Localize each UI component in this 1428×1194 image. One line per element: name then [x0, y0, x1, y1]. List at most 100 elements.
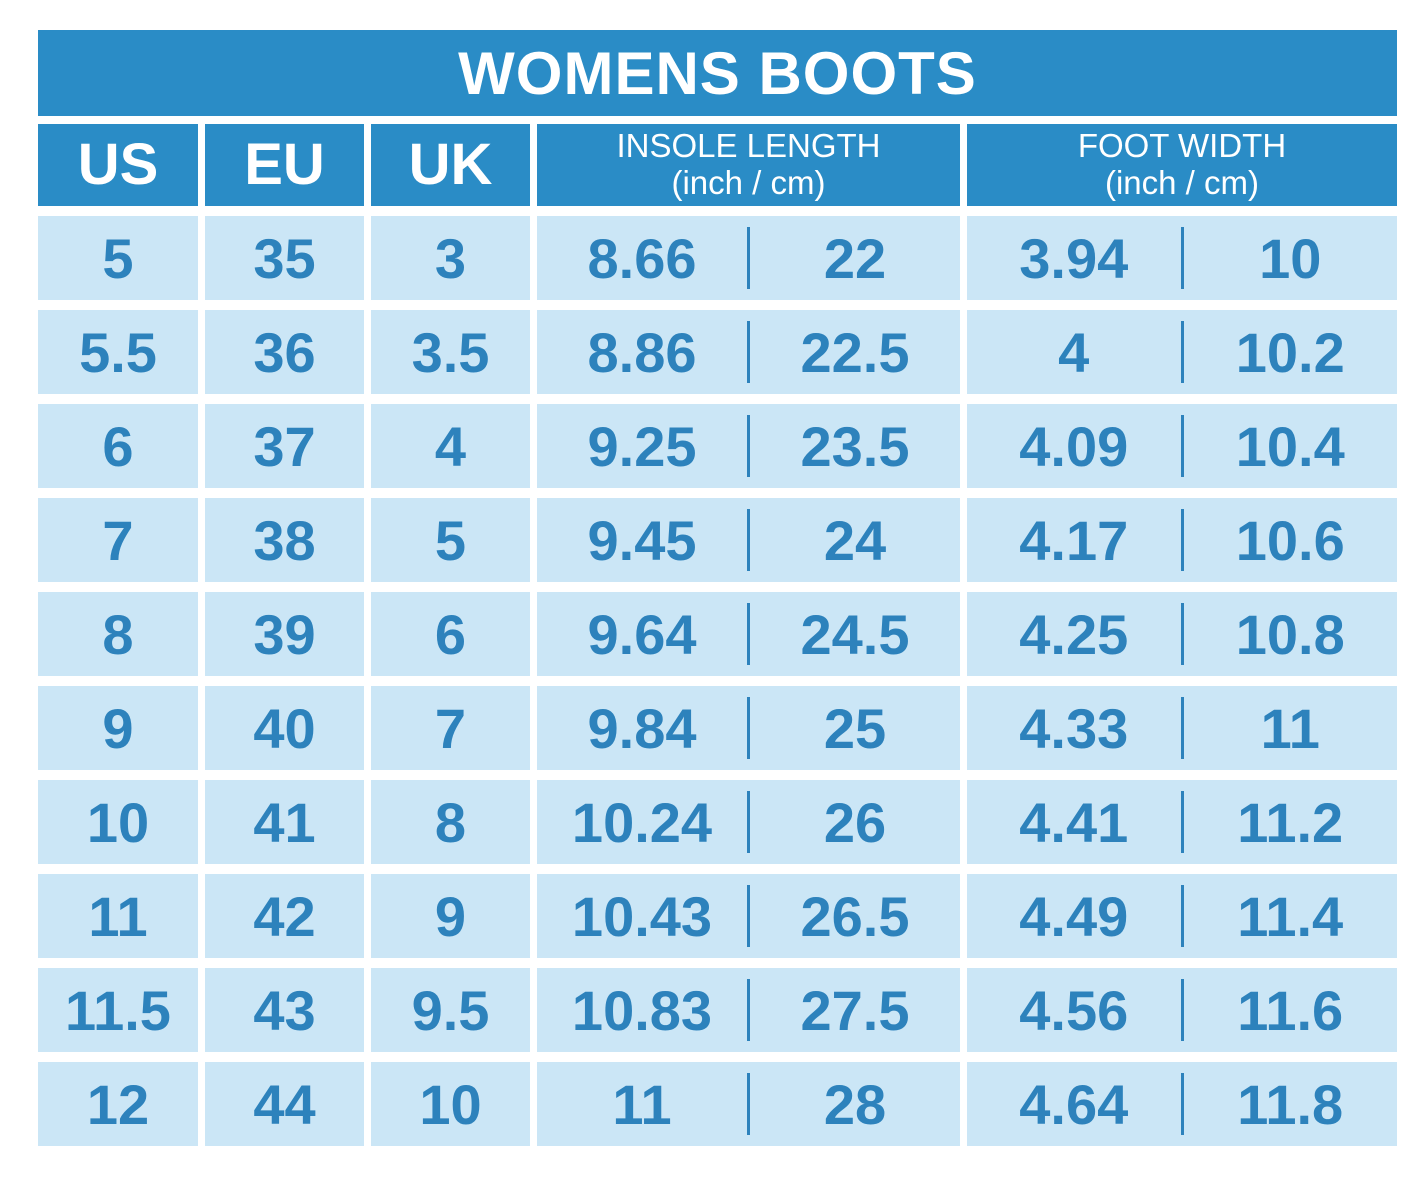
- divider-line: [1180, 885, 1184, 947]
- eu-size-value: 44: [205, 1062, 364, 1146]
- eu-size-value: 40: [205, 686, 364, 770]
- insole-inch-value: 9.84: [587, 696, 697, 760]
- us-size-value: 7: [38, 498, 198, 582]
- foot-width-cell: 3.94 10: [967, 216, 1397, 300]
- divider-line: [1180, 697, 1184, 759]
- divider-line: [747, 791, 750, 853]
- foot-width-cell: 4.41 11.2: [967, 780, 1397, 864]
- table-row: 7 38 5 9.45 24 4.17 10.6: [38, 498, 1397, 582]
- divider-line: [747, 227, 750, 289]
- divider-line: [747, 509, 750, 571]
- uk-size-value: 4: [371, 404, 530, 488]
- insole-length-cell: 9.45 24: [537, 498, 960, 582]
- insole-cm-value: 28: [823, 1072, 887, 1136]
- divider-line: [1180, 1073, 1184, 1135]
- header-insole-length-unit: (inch / cm): [671, 164, 826, 201]
- foot-width-inch-value: 3.94: [1019, 226, 1129, 290]
- insole-inch-value: 9.25: [587, 414, 697, 478]
- table-row: 5.5 36 3.5 8.86 22.5 4 10.2: [38, 310, 1397, 394]
- foot-width-inch-value: 4.56: [1019, 978, 1129, 1042]
- table-row: 6 37 4 9.25 23.5 4.09 10.4: [38, 404, 1397, 488]
- table-row: 5 35 3 8.66 22 3.94 10: [38, 216, 1397, 300]
- header-insole-length: INSOLE LENGTH (inch / cm): [537, 124, 960, 206]
- divider-line: [1180, 603, 1184, 665]
- foot-width-cell: 4.49 11.4: [967, 874, 1397, 958]
- us-size-value: 11.5: [38, 968, 198, 1052]
- uk-size-value: 9: [371, 874, 530, 958]
- insole-length-cell: 10.43 26.5: [537, 874, 960, 958]
- foot-width-cm-value: 10.6: [1235, 508, 1345, 572]
- foot-width-cell: 4 10.2: [967, 310, 1397, 394]
- foot-width-inch-value: 4.09: [1019, 414, 1129, 478]
- table-row: 9 40 7 9.84 25 4.33 11: [38, 686, 1397, 770]
- insole-cm-value: 22: [823, 226, 887, 290]
- foot-width-cm-value: 10: [1259, 226, 1322, 290]
- title-bar: WOMENS BOOTS: [38, 30, 1397, 116]
- foot-width-cm-value: 11.6: [1237, 978, 1344, 1042]
- header-us-label: US: [77, 132, 159, 197]
- foot-width-cm-value: 11.8: [1237, 1072, 1344, 1136]
- table-row: 10 41 8 10.24 26 4.41 11.2: [38, 780, 1397, 864]
- foot-width-inch-value: 4.49: [1019, 884, 1129, 948]
- insole-length-cell: 10.83 27.5: [537, 968, 960, 1052]
- foot-width-cm-value: 10.2: [1235, 320, 1345, 384]
- divider-line: [747, 321, 750, 383]
- eu-size-value: 42: [205, 874, 364, 958]
- insole-length-cell: 9.84 25: [537, 686, 960, 770]
- divider-line: [1180, 509, 1184, 571]
- insole-inch-value: 9.45: [587, 508, 697, 572]
- header-uk: UK: [371, 124, 530, 206]
- us-size-value: 9: [38, 686, 198, 770]
- table-header-row: US EU UK INSOLE LENGTH (inch / cm) FOOT …: [38, 124, 1397, 206]
- table-row: 12 44 10 11 28 4.64 11.8: [38, 1062, 1397, 1146]
- insole-length-cell: 8.86 22.5: [537, 310, 960, 394]
- divider-line: [747, 885, 750, 947]
- us-size-value: 11: [38, 874, 198, 958]
- eu-size-value: 36: [205, 310, 364, 394]
- divider-line: [747, 415, 750, 477]
- table-row: 8 39 6 9.64 24.5 4.25 10.8: [38, 592, 1397, 676]
- insole-cm-value: 24.5: [800, 602, 910, 666]
- insole-length-cell: 10.24 26: [537, 780, 960, 864]
- foot-width-cm-value: 11: [1260, 696, 1320, 760]
- uk-size-value: 9.5: [371, 968, 530, 1052]
- foot-width-inch-value: 4: [1058, 320, 1090, 384]
- us-size-value: 6: [38, 404, 198, 488]
- us-size-value: 12: [38, 1062, 198, 1146]
- insole-length-cell: 9.25 23.5: [537, 404, 960, 488]
- foot-width-cell: 4.17 10.6: [967, 498, 1397, 582]
- eu-size-value: 43: [205, 968, 364, 1052]
- divider-line: [1180, 979, 1184, 1041]
- foot-width-inch-value: 4.33: [1019, 696, 1129, 760]
- divider-line: [747, 1073, 750, 1135]
- uk-size-value: 7: [371, 686, 530, 770]
- table-row: 11 42 9 10.43 26.5 4.49 11.4: [38, 874, 1397, 958]
- header-foot-width-label: FOOT WIDTH: [1077, 127, 1287, 165]
- uk-size-value: 8: [371, 780, 530, 864]
- eu-size-value: 38: [205, 498, 364, 582]
- eu-size-value: 39: [205, 592, 364, 676]
- header-uk-label: UK: [408, 132, 493, 197]
- divider-line: [747, 979, 750, 1041]
- foot-width-cell: 4.56 11.6: [967, 968, 1397, 1052]
- divider-line: [1180, 415, 1184, 477]
- foot-width-cell: 4.25 10.8: [967, 592, 1397, 676]
- divider-line: [1180, 227, 1184, 289]
- divider-line: [1180, 321, 1184, 383]
- foot-width-cell: 4.09 10.4: [967, 404, 1397, 488]
- size-chart-table: WOMENS BOOTS US EU UK INSOLE LENGTH (inc…: [38, 30, 1397, 1156]
- us-size-value: 5: [38, 216, 198, 300]
- table-row: 11.5 43 9.5 10.83 27.5 4.56 11.6: [38, 968, 1397, 1052]
- divider-line: [747, 603, 750, 665]
- uk-size-value: 3.5: [371, 310, 530, 394]
- header-foot-width: FOOT WIDTH (inch / cm): [967, 124, 1397, 206]
- insole-length-cell: 8.66 22: [537, 216, 960, 300]
- header-insole-length-label: INSOLE LENGTH: [616, 127, 881, 165]
- foot-width-cell: 4.64 11.8: [967, 1062, 1397, 1146]
- us-size-value: 8: [38, 592, 198, 676]
- insole-inch-value: 9.64: [587, 602, 697, 666]
- foot-width-inch-value: 4.41: [1019, 790, 1129, 854]
- insole-inch-value: 8.86: [587, 320, 697, 384]
- insole-inch-value: 8.66: [587, 226, 697, 290]
- insole-inch-value: 10.83: [571, 978, 713, 1042]
